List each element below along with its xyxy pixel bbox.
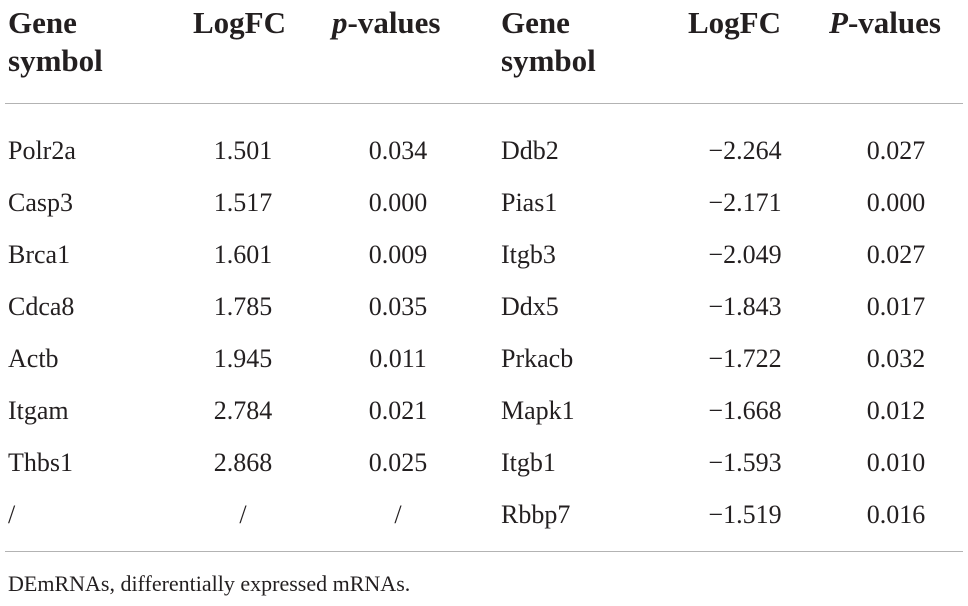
header-gene-symbol-right: Gene symbol	[501, 5, 596, 78]
table-row: Polr2a 1.501 0.034 Ddb2 −2.264 0.027	[0, 136, 968, 188]
pvalue-right-cell: 0.000	[866, 188, 926, 217]
table-row: Cdca8 1.785 0.035 Ddx5 −1.843 0.017	[0, 292, 968, 344]
logfc-right-cell: −2.171	[708, 188, 782, 217]
logfc-right-cell: −1.843	[708, 292, 782, 321]
pvalue-right-cell: 0.032	[866, 344, 926, 373]
pvalue-right-cell: 0.027	[866, 240, 926, 269]
logfc-left-cell: 1.517	[213, 188, 273, 217]
gene-right-cell: Rbbp7	[501, 500, 571, 529]
pvalue-right-cell: 0.017	[866, 292, 926, 321]
logfc-right-cell: −1.722	[708, 344, 782, 373]
pvalue-left-cell: 0.034	[368, 136, 428, 165]
pvalue-left-cell: 0.009	[368, 240, 428, 269]
logfc-right-cell: −2.264	[708, 136, 782, 165]
logfc-left-cell: 1.601	[213, 240, 273, 269]
gene-left-cell: Actb	[8, 344, 59, 373]
header-rule	[5, 103, 963, 104]
gene-right-cell: Itgb3	[501, 240, 556, 269]
header-pvalues-right-rest: -values	[847, 5, 941, 40]
gene-left-cell: Cdca8	[8, 292, 75, 321]
gene-left-cell: Polr2a	[8, 136, 76, 165]
pvalue-left-cell: 0.000	[368, 188, 428, 217]
logfc-left-cell: 1.785	[213, 292, 273, 321]
table-row: Actb 1.945 0.011 Prkacb −1.722 0.032	[0, 344, 968, 396]
table-header: Gene symbol LogFC p-values Gene symbol L…	[0, 0, 968, 104]
gene-right-cell: Prkacb	[501, 344, 574, 373]
pvalue-left-cell: 0.021	[368, 396, 428, 425]
gene-left-cell: Brca1	[8, 240, 71, 269]
header-logfc-right: LogFC	[688, 5, 781, 40]
pvalue-left-cell: 0.025	[368, 448, 428, 477]
pvalue-right-cell: 0.016	[866, 500, 926, 529]
pvalue-left-cell: 0.011	[369, 344, 427, 373]
logfc-left-cell: 2.868	[213, 448, 273, 477]
gene-left-cell: Thbs1	[8, 448, 73, 477]
gene-right-cell: Mapk1	[501, 396, 575, 425]
header-gene-symbol-left: Gene symbol	[8, 5, 103, 78]
table-footnote: DEmRNAs, differentially expressed mRNAs.	[8, 571, 411, 596]
header-pvalues-left: p-values	[332, 4, 441, 42]
footer-rule	[5, 551, 963, 552]
gene-right-cell: Ddx5	[501, 292, 559, 321]
table-row: / / / Rbbp7 −1.519 0.016	[0, 500, 968, 552]
pvalue-left-cell: /	[394, 500, 402, 529]
pvalue-right-cell: 0.027	[866, 136, 926, 165]
logfc-right-cell: −2.049	[708, 240, 782, 269]
logfc-right-cell: −1.519	[708, 500, 782, 529]
table-row: Thbs1 2.868 0.025 Itgb1 −1.593 0.010	[0, 448, 968, 500]
pvalue-right-cell: 0.010	[866, 448, 926, 477]
logfc-left-cell: /	[239, 500, 247, 529]
logfc-left-cell: 2.784	[213, 396, 273, 425]
header-logfc-left: LogFC	[193, 5, 286, 40]
gene-left-cell: Casp3	[8, 188, 73, 217]
logfc-right-cell: −1.593	[708, 448, 782, 477]
header-pvalues-right: P-values	[829, 4, 941, 42]
header-pvalues-left-italic: p	[332, 5, 348, 40]
gene-right-cell: Itgb1	[501, 448, 556, 477]
logfc-left-cell: 1.945	[213, 344, 273, 373]
logfc-left-cell: 1.501	[213, 136, 273, 165]
table-row: Itgam 2.784 0.021 Mapk1 −1.668 0.012	[0, 396, 968, 448]
logfc-right-cell: −1.668	[708, 396, 782, 425]
header-pvalues-left-rest: -values	[347, 5, 441, 40]
pvalue-left-cell: 0.035	[368, 292, 428, 321]
pvalue-right-cell: 0.012	[866, 396, 926, 425]
gene-right-cell: Ddb2	[501, 136, 559, 165]
gene-left-cell: Itgam	[8, 396, 69, 425]
gene-left-cell: /	[8, 500, 16, 529]
table-row: Brca1 1.601 0.009 Itgb3 −2.049 0.027	[0, 240, 968, 292]
table-row: Casp3 1.517 0.000 Pias1 −2.171 0.000	[0, 188, 968, 240]
gene-right-cell: Pias1	[501, 188, 558, 217]
header-pvalues-right-italic: P	[829, 5, 848, 40]
